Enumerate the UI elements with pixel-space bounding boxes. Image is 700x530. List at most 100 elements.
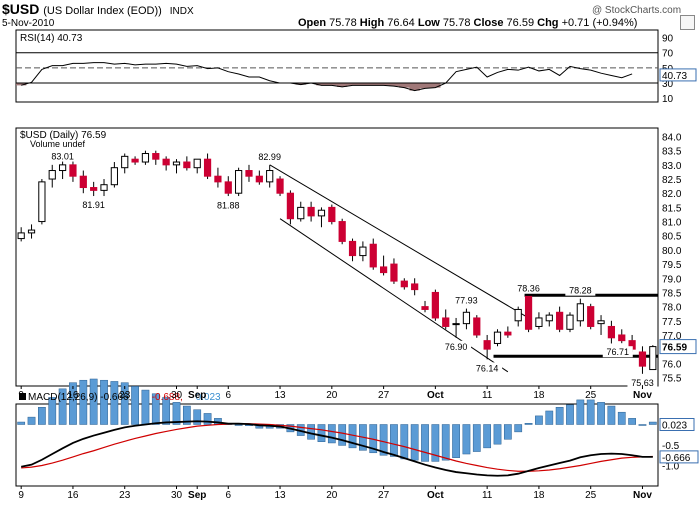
price-annotation: 81.91 [82, 200, 105, 210]
trend-channel-line [269, 164, 529, 319]
chart-date: 5-Nov-2010 [2, 18, 55, 29]
candle-body [421, 306, 429, 310]
ohlc-bar: Open 75.78 High 76.64 Low 75.78 Close 76… [298, 17, 637, 29]
macd-last-value-box [659, 450, 699, 464]
price-tick-label: 78.0 [662, 303, 682, 314]
price-tick-label: 83.5 [662, 147, 682, 158]
candle-body [649, 346, 657, 371]
ohlc-value: 75.78 [442, 17, 474, 29]
macd-histogram-bar [472, 424, 481, 452]
macd-histogram-bar [89, 378, 98, 425]
candle [462, 308, 471, 330]
candle-body [307, 206, 315, 217]
candle [556, 306, 564, 333]
macd-histogram-bar [535, 415, 543, 425]
macd-histogram-bar [48, 397, 57, 425]
macd-histogram-bar [69, 382, 77, 425]
price-tick-label: 84.0 [662, 133, 682, 144]
candle [638, 346, 647, 374]
macd-histogram-bar [648, 421, 657, 425]
candle-body [121, 155, 129, 169]
candle-body [638, 351, 647, 367]
macd-histogram-bar [379, 424, 388, 456]
x-axis-label-price: Sep [188, 390, 206, 401]
candle-body [141, 153, 150, 163]
x-axis-label-price: 11 [482, 390, 493, 401]
macd-histogram-bar [79, 379, 88, 425]
candle-body [597, 320, 605, 325]
macd-histogram-bar [576, 399, 585, 425]
macd-histogram-bar [617, 411, 626, 425]
candle [152, 150, 160, 165]
x-axis-label-macd: 30 [171, 490, 183, 501]
macd-line [21, 420, 653, 477]
x-axis-label-price: 23 [119, 390, 131, 401]
macd-histogram-bar [162, 397, 171, 425]
candle-body [390, 263, 398, 282]
price-annotation: 76.71 [606, 347, 629, 357]
candle [141, 150, 150, 165]
price-annotation: 78.28 [569, 286, 592, 296]
x-axis-label-price: 13 [274, 390, 286, 401]
x-axis-label-macd: 13 [274, 490, 286, 501]
candle [431, 289, 439, 321]
candle-body [576, 303, 584, 322]
candle-body [442, 317, 450, 327]
macd-legend-part: -0.688, [152, 392, 183, 403]
candle [649, 345, 657, 371]
price-annotation: 78.36 [517, 283, 540, 293]
candle [235, 167, 243, 197]
candle [121, 153, 129, 174]
rsi-line [21, 62, 633, 92]
macd-histogram-bar [597, 402, 605, 425]
candle-body [524, 295, 533, 330]
candle-body [162, 158, 170, 166]
x-axis-label-price: 6 [225, 390, 231, 401]
candle [493, 329, 502, 347]
rsi-last-value-box [659, 68, 697, 82]
candle-body [379, 266, 388, 274]
rsi-tick-label: 30 [662, 79, 674, 90]
price-tick-label: 83.0 [662, 161, 682, 172]
candle-body [90, 187, 98, 191]
macd-histogram-bar [628, 418, 636, 425]
candle-body [17, 232, 25, 240]
candle [79, 170, 87, 194]
candle-body [328, 206, 336, 223]
macd-histogram-bar [58, 388, 67, 425]
ohlc-value: 76.59 [506, 17, 538, 29]
candle-body [27, 229, 36, 234]
symbol-name: (US Dollar Index (EOD)) [43, 5, 162, 17]
macd-histogram-bar [586, 399, 595, 425]
x-axis-label-price: 16 [67, 390, 79, 401]
rsi-oversold-area [16, 83, 441, 91]
ohlc-label: Low [417, 17, 443, 29]
candle [307, 201, 315, 222]
up-arrow-icon [680, 15, 695, 30]
price-annotation: 76.14 [476, 363, 499, 373]
candle [576, 298, 584, 327]
rsi-panel [15, 29, 659, 103]
price-tick-label: 75.5 [662, 373, 682, 384]
candle [110, 162, 118, 188]
candle-body [359, 246, 367, 257]
candle-body [607, 325, 616, 339]
candle [607, 320, 616, 344]
candle [524, 295, 533, 333]
annotation-bg [78, 198, 109, 210]
x-axis-label-macd: Nov [633, 490, 652, 501]
price-legend: $USD (Daily) 76.59 [20, 130, 107, 141]
candle [48, 164, 56, 188]
price-tick-label: 77.0 [662, 331, 682, 342]
macd-histogram-bar [483, 424, 492, 449]
macd-histogram-bar [338, 424, 347, 446]
candle [90, 181, 98, 197]
x-axis-label-price: 25 [585, 390, 597, 401]
price-tick-label: 80.5 [662, 232, 682, 243]
macd-last-value: -0.666 [662, 453, 691, 464]
x-axis-label-price: 18 [533, 390, 545, 401]
candle-body [473, 317, 481, 336]
candle-body [338, 221, 346, 242]
x-axis-label-macd: 16 [67, 490, 79, 501]
macd-histogram-bar [100, 379, 108, 425]
